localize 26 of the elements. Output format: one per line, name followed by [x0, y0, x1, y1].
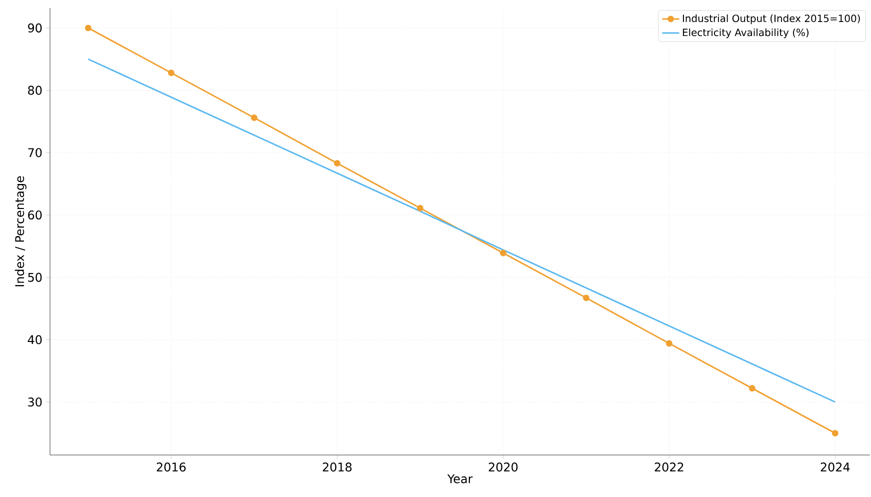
y-tick-label: 90 [28, 23, 42, 32]
x-tick-label: 2022 [654, 462, 684, 472]
point [334, 160, 340, 166]
x-tick-label: 2024 [820, 462, 850, 472]
point [416, 204, 424, 212]
x-tick-label: 2018 [322, 462, 352, 472]
x-tick-label: 2020 [488, 462, 518, 472]
x-tick-label: 2016 [156, 462, 186, 472]
y-tick-label: 50 [28, 272, 42, 282]
point [582, 294, 590, 302]
point [250, 114, 258, 121]
y-tick-label: 30 [28, 397, 42, 407]
y-tick-label: 80 [28, 86, 42, 95]
y-tick-label: 60 [28, 210, 42, 220]
y-tick-label: 40 [28, 335, 42, 344]
point [748, 385, 756, 392]
y-axis-title: Index / Percentage [14, 176, 26, 286]
point [500, 250, 506, 256]
point [84, 24, 92, 32]
point [168, 70, 174, 76]
point [666, 340, 672, 347]
legend-label: Industrial Output (Index 2015=100) [682, 14, 860, 24]
point [832, 430, 838, 436]
legend-label: Electricity Availability (%) [682, 28, 808, 38]
x-axis-title: Year [447, 474, 473, 484]
y-tick-label: 70 [28, 148, 42, 158]
